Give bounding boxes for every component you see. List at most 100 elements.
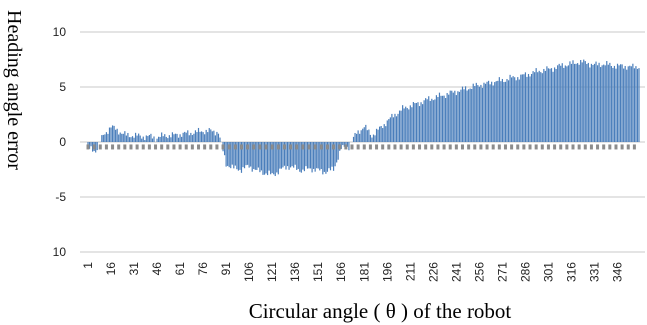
bar xyxy=(623,68,625,142)
baseline-marker xyxy=(276,144,280,150)
bar xyxy=(434,99,436,142)
bar xyxy=(142,136,144,142)
baseline-marker xyxy=(332,144,336,150)
bar xyxy=(194,130,197,142)
bar xyxy=(489,84,491,142)
baseline-marker xyxy=(540,144,544,150)
x-tick-label: 166 xyxy=(334,262,348,282)
baseline-marker xyxy=(172,144,176,150)
bar xyxy=(429,100,431,142)
baseline-marker xyxy=(184,144,188,150)
bar xyxy=(423,100,425,142)
baseline-marker xyxy=(135,144,139,150)
baseline-marker xyxy=(460,144,464,150)
bar xyxy=(363,127,365,142)
bar xyxy=(375,128,378,142)
baseline-marker xyxy=(516,144,520,150)
baseline-marker xyxy=(233,144,237,150)
bar xyxy=(526,76,528,142)
x-tick-label: 331 xyxy=(587,262,601,282)
bar xyxy=(197,127,200,142)
bar xyxy=(600,67,602,142)
bar xyxy=(311,142,313,173)
bar xyxy=(210,129,212,142)
bar xyxy=(245,142,247,166)
bar xyxy=(472,83,474,142)
bar xyxy=(306,142,309,169)
bar xyxy=(102,134,104,142)
bar xyxy=(544,70,546,142)
bar xyxy=(202,132,204,142)
bar xyxy=(184,131,186,142)
bar xyxy=(550,68,553,142)
baseline-marker xyxy=(503,144,507,150)
bar xyxy=(612,67,614,142)
baseline-marker xyxy=(479,144,483,150)
bar xyxy=(567,65,569,142)
bar xyxy=(176,133,178,142)
bar xyxy=(478,86,480,142)
bar xyxy=(506,79,508,142)
bar xyxy=(521,74,523,142)
bar xyxy=(374,135,376,142)
baseline-marker xyxy=(583,144,587,150)
bar xyxy=(555,69,557,142)
bar xyxy=(104,134,106,142)
bar xyxy=(405,106,407,142)
baseline-marker xyxy=(362,144,366,150)
bar xyxy=(501,78,504,142)
baseline-marker xyxy=(424,144,428,150)
bar xyxy=(517,77,519,142)
bar xyxy=(601,65,603,142)
bar xyxy=(558,63,560,143)
x-tick-label: 286 xyxy=(518,262,532,282)
baseline-marker xyxy=(264,144,268,150)
bar xyxy=(134,132,137,142)
bar xyxy=(158,136,160,142)
bar xyxy=(317,142,319,169)
bar xyxy=(443,95,445,142)
bar xyxy=(446,93,448,142)
bar xyxy=(271,142,273,174)
baseline-marker xyxy=(270,144,274,150)
bar xyxy=(207,132,209,142)
baseline-marker xyxy=(491,144,495,150)
bar xyxy=(610,66,612,142)
bar xyxy=(299,142,301,172)
x-tick-label: 271 xyxy=(495,262,509,282)
bar xyxy=(392,117,395,142)
baseline-marker xyxy=(589,144,593,150)
bar xyxy=(360,130,362,142)
baseline-marker xyxy=(596,144,600,150)
bar xyxy=(325,142,327,174)
bar xyxy=(87,142,89,147)
bar xyxy=(386,120,388,142)
bar xyxy=(581,62,583,142)
bar xyxy=(225,142,227,167)
bar xyxy=(257,142,259,168)
y-axis-label: Heading angle error xyxy=(3,10,25,170)
bar xyxy=(569,61,571,142)
bar xyxy=(461,86,464,142)
bar xyxy=(586,64,588,142)
baseline-marker xyxy=(111,144,115,150)
bar xyxy=(314,142,316,172)
bar xyxy=(624,65,626,142)
bar xyxy=(219,137,221,142)
bar xyxy=(457,91,459,142)
bar xyxy=(578,64,580,142)
bar xyxy=(474,86,476,142)
bar xyxy=(487,80,490,142)
bar xyxy=(96,142,98,151)
bar xyxy=(136,135,138,142)
bar xyxy=(638,68,640,142)
bar xyxy=(266,142,269,176)
x-tick-label: 136 xyxy=(288,262,302,282)
bar xyxy=(437,96,439,142)
baseline-marker xyxy=(546,144,550,150)
bar xyxy=(518,79,520,142)
bar xyxy=(464,86,467,142)
bar xyxy=(348,142,350,151)
bar xyxy=(546,66,548,142)
